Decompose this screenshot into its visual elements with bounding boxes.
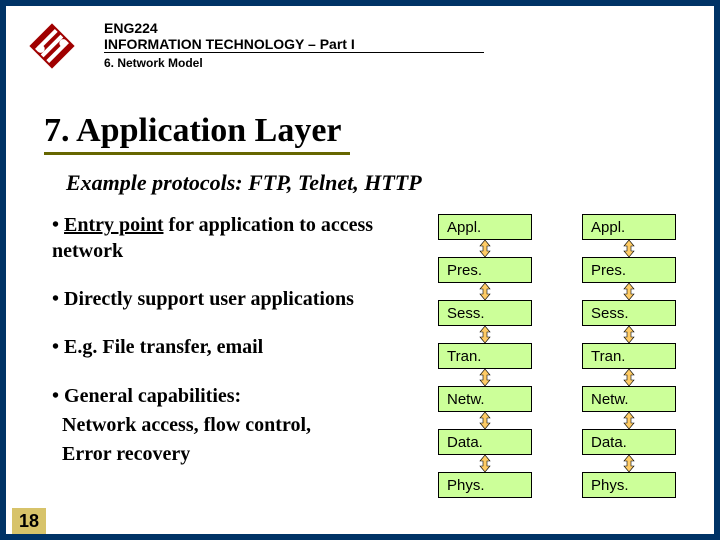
course-title: INFORMATION TECHNOLOGY – Part I bbox=[104, 36, 484, 53]
connector-icon bbox=[474, 412, 496, 429]
course-code: ENG224 bbox=[104, 20, 574, 36]
osi-stack-right: Appl. Pres. Sess. Tran. Netw. Data. Phys. bbox=[582, 214, 676, 498]
bullet-list: • Entry point for application to access … bbox=[52, 212, 422, 469]
layer-box-2: Sess. bbox=[582, 300, 676, 326]
connector-icon bbox=[474, 455, 496, 472]
layer-box-0: Appl. bbox=[582, 214, 676, 240]
bullet-4: • General capabilities: Network access, … bbox=[52, 382, 422, 469]
section-heading: 7. Application Layer bbox=[44, 112, 350, 155]
connector-icon bbox=[618, 283, 640, 300]
connector-icon bbox=[618, 240, 640, 257]
layer-box-4: Netw. bbox=[438, 386, 532, 412]
bullet-1-underlined: Entry point bbox=[64, 214, 163, 236]
osi-stack-left: Appl. Pres. Sess. Tran. Netw. Data. Phys. bbox=[438, 214, 532, 498]
connector-icon bbox=[474, 283, 496, 300]
layer-box-4: Netw. bbox=[582, 386, 676, 412]
connector-icon bbox=[618, 412, 640, 429]
connector-icon bbox=[474, 326, 496, 343]
slide: ENG224 INFORMATION TECHNOLOGY – Part I 6… bbox=[6, 6, 714, 534]
connector-icon bbox=[474, 369, 496, 386]
page-number: 18 bbox=[12, 508, 46, 534]
bullet-2: • Directly support user applications bbox=[52, 286, 422, 312]
osi-stacks: Appl. Pres. Sess. Tran. Netw. Data. Phys. Appl… bbox=[438, 214, 676, 498]
connector-icon bbox=[618, 369, 640, 386]
connector-icon bbox=[618, 455, 640, 472]
layer-box-5: Data. bbox=[582, 429, 676, 455]
layer-box-1: Pres. bbox=[582, 257, 676, 283]
bullet-3: • E.g. File transfer, email bbox=[52, 334, 422, 360]
institution-logo bbox=[28, 22, 76, 70]
layer-box-3: Tran. bbox=[438, 343, 532, 369]
section-subtitle: Example protocols: FTP, Telnet, HTTP bbox=[66, 170, 422, 196]
header-block: ENG224 INFORMATION TECHNOLOGY – Part I 6… bbox=[104, 20, 574, 70]
chapter-label: 6. Network Model bbox=[104, 56, 574, 70]
connector-icon bbox=[618, 326, 640, 343]
layer-box-1: Pres. bbox=[438, 257, 532, 283]
layer-box-5: Data. bbox=[438, 429, 532, 455]
layer-box-2: Sess. bbox=[438, 300, 532, 326]
layer-box-6: Phys. bbox=[438, 472, 532, 498]
layer-box-0: Appl. bbox=[438, 214, 532, 240]
layer-box-6: Phys. bbox=[582, 472, 676, 498]
bullet-1: • Entry point for application to access … bbox=[52, 212, 422, 264]
layer-box-3: Tran. bbox=[582, 343, 676, 369]
connector-icon bbox=[474, 240, 496, 257]
